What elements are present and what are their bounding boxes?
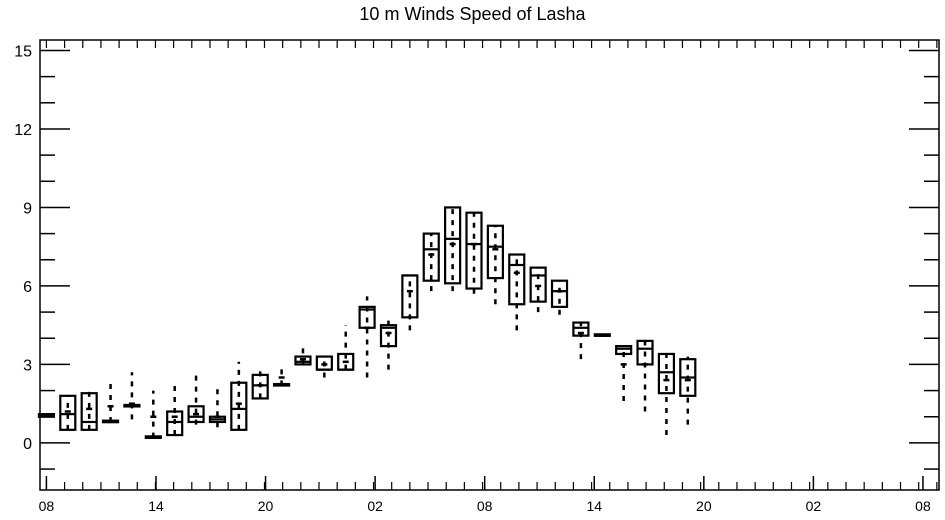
box-item	[657, 351, 676, 436]
box-item	[529, 266, 547, 313]
box-item	[80, 387, 98, 431]
box-item	[486, 224, 504, 305]
y-axis: 0 3 6 9 12 15	[14, 43, 939, 470]
box-body	[166, 410, 184, 437]
y-tick-label: 9	[23, 200, 32, 217]
box-item	[144, 390, 162, 439]
box-item	[636, 339, 654, 412]
box-item	[251, 369, 269, 400]
box-item	[465, 211, 483, 294]
box-body	[379, 324, 398, 348]
y-tick-label: 3	[23, 357, 32, 374]
x-tick-label: 08	[39, 498, 55, 514]
box-item	[444, 206, 462, 292]
box-item	[123, 372, 141, 420]
box-body	[80, 392, 98, 431]
y-tick-label: 0	[23, 436, 32, 453]
box-item	[615, 345, 633, 402]
box-item	[379, 319, 398, 370]
box-item	[679, 356, 697, 425]
box-body	[230, 381, 248, 431]
x-tick-label: 14	[586, 498, 602, 514]
y-tick-label: 6	[23, 279, 32, 296]
x-tick-label: 20	[258, 498, 274, 514]
box-body	[486, 224, 504, 280]
y-tick-label: 12	[14, 122, 32, 139]
x-tick-label: 14	[148, 498, 164, 514]
x-tick-label: 02	[806, 498, 822, 514]
box-item	[59, 394, 77, 431]
box-item	[272, 364, 291, 387]
box-body	[508, 253, 526, 306]
box-body	[422, 232, 440, 282]
box-item	[315, 355, 333, 378]
box-item	[187, 372, 205, 425]
x-tick-label: 02	[367, 498, 383, 514]
box-item	[422, 232, 440, 292]
box-item	[358, 296, 376, 378]
box-item	[230, 361, 248, 431]
box-item	[37, 413, 56, 418]
box-item	[101, 380, 120, 424]
box-body	[59, 394, 77, 431]
chart-title: 10 m Winds Speed of Lasha	[359, 4, 586, 24]
box-body	[444, 206, 462, 285]
box-body	[294, 355, 312, 366]
box-body	[465, 211, 483, 290]
box-item	[550, 279, 569, 315]
box-body	[657, 352, 676, 395]
y-tick-label: 15	[14, 43, 32, 60]
x-tick-label: 20	[696, 498, 712, 514]
box-body	[187, 405, 205, 424]
box-item	[508, 253, 526, 331]
plot-frame	[39, 39, 940, 491]
x-tick-label: 08	[477, 498, 493, 514]
box-item	[337, 325, 355, 371]
box-body	[615, 345, 633, 356]
box-body	[572, 321, 590, 337]
box-item	[401, 274, 419, 331]
boxes-group	[37, 206, 697, 439]
box-item	[294, 346, 312, 366]
box-item	[572, 321, 590, 360]
x-tick-label: 08	[915, 498, 931, 514]
box-body	[550, 279, 569, 308]
box-body	[529, 266, 547, 303]
box-item	[593, 333, 611, 337]
x-axis: 08 14 20 02 08 14 20 02 08	[39, 40, 938, 514]
box-item	[166, 385, 184, 437]
box-item	[208, 385, 227, 428]
box-body	[251, 373, 269, 400]
